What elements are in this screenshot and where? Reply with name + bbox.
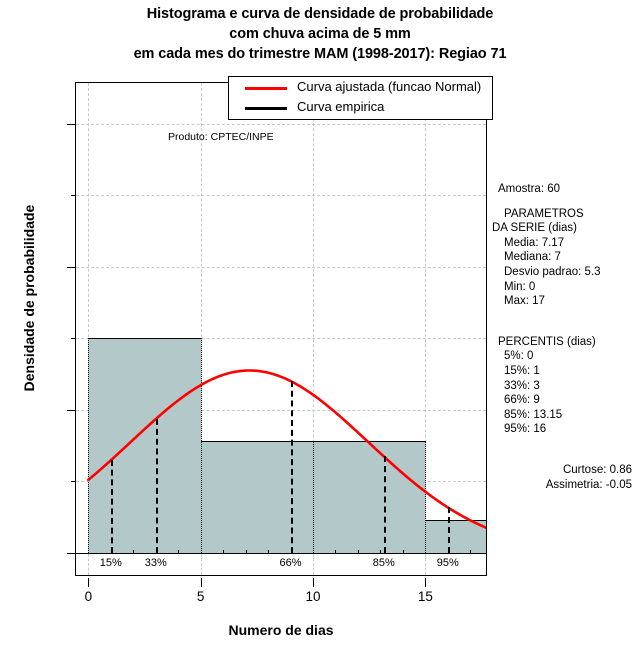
chart-title-line-2: com chuva acima de 5 mm — [229, 26, 411, 42]
percentile-strip-label: 95% — [436, 557, 459, 569]
legend-swatch-empirical — [245, 107, 287, 110]
y-axis-title: Densidade de probabilidade — [21, 204, 37, 392]
chart-title-line-1: Histograma e curva de densidade de proba… — [146, 6, 494, 22]
gridline-horizontal — [76, 409, 486, 411]
legend-swatch-fitted — [245, 87, 287, 90]
y-axis-tick — [67, 266, 76, 268]
legend-label-empirical: Curva empirica — [297, 99, 385, 114]
stat-amostra: Amostra: 60 — [498, 183, 560, 195]
legend-item-empirical: Curva empirica — [229, 98, 492, 118]
gridline-vertical — [88, 83, 90, 553]
x-axis-minor-tick — [268, 550, 270, 555]
x-axis-tick — [200, 578, 202, 587]
stat-parametros-header-2: DA SERIE (dias) — [492, 222, 577, 235]
histogram-bar-edge — [313, 440, 314, 553]
histogram-bar-edge — [425, 440, 427, 553]
histogram-bar-edge — [425, 520, 427, 553]
stat-p95: 95%: 16 — [504, 423, 547, 436]
stat-percentis-header: PERCENTIS (dias) — [498, 335, 596, 348]
plot-inner — [76, 83, 486, 553]
gridline-horizontal — [76, 266, 486, 268]
y-axis-tick — [67, 553, 76, 554]
x-axis-tick — [313, 578, 314, 587]
y-axis-tick — [67, 409, 76, 411]
histogram-bar-edge — [200, 440, 202, 553]
x-axis-minor-tick — [223, 550, 225, 555]
stat-p33: 33%: 3 — [504, 379, 540, 392]
x-axis-minor-tick — [178, 550, 180, 555]
x-axis-minor-tick — [447, 550, 449, 555]
y-axis-tick — [67, 123, 76, 125]
x-axis-minor-tick — [110, 550, 112, 555]
percentile-marker-line — [447, 507, 450, 553]
stat-assimetria: Assimetria: -0.05 — [545, 478, 632, 491]
stat-p05: 5%: 0 — [504, 350, 534, 363]
y-axis-minor-tick — [71, 338, 76, 340]
x-axis-minor-tick — [290, 550, 292, 555]
y-axis-minor-tick — [71, 195, 76, 197]
x-axis-tick — [88, 578, 90, 587]
x-axis-tick-label: 5 — [196, 589, 205, 604]
stat-parametros-header-1: PARAMETROS — [504, 207, 584, 220]
stat-mediana: Mediana: 7 — [504, 251, 561, 264]
stat-p15: 15%: 1 — [504, 364, 540, 377]
percentile-strip-gridline — [313, 554, 314, 575]
x-axis-minor-tick — [402, 550, 404, 555]
x-axis-minor-tick — [470, 550, 472, 555]
x-axis-minor-tick — [380, 550, 382, 555]
percentile-strip-label: 66% — [279, 557, 302, 569]
x-axis-tick — [425, 578, 427, 587]
statistics-panel: Amostra: 60 PARAMETROS DA SERIE (dias) M… — [492, 182, 640, 492]
stat-desvio-padrao: Desvio padrao: 5.3 — [504, 265, 601, 278]
percentile-strip-gridline — [425, 554, 427, 575]
x-axis-minor-tick — [155, 550, 157, 555]
gridline-horizontal — [76, 123, 486, 125]
stat-p85: 85%: 13.15 — [504, 408, 563, 421]
x-axis-tick-label: 10 — [305, 589, 321, 604]
percentile-marker-line — [155, 419, 158, 553]
percentile-marker-line — [383, 456, 386, 553]
stat-min: Min: 0 — [504, 280, 536, 293]
chart-title-line-3: em cada mes do trimestre MAM (1998-2017)… — [133, 46, 507, 62]
legend-label-fitted: Curva ajustada (funcao Normal) — [297, 79, 482, 94]
percentile-strip: 15% 33% 66% 85% 95% — [75, 554, 487, 576]
histogram-bar — [425, 520, 486, 553]
percentile-strip-label: 33% — [144, 557, 167, 569]
legend-item-fitted: Curva ajustada (funcao Normal) — [229, 78, 492, 98]
gridline-vertical — [200, 83, 202, 553]
stat-curtose: Curtose: 0.86 — [562, 463, 632, 476]
x-axis-minor-tick — [357, 550, 359, 555]
x-axis-tick-label: 0 — [84, 589, 93, 604]
x-axis-tick-label: 15 — [417, 589, 433, 604]
percentile-marker-line — [110, 460, 113, 553]
percentile-strip-gridline — [200, 554, 202, 575]
gridline-vertical — [313, 83, 314, 553]
stat-max: Max: 17 — [504, 295, 545, 308]
percentile-strip-label: 15% — [99, 557, 122, 569]
stat-p66: 66%: 9 — [504, 394, 540, 407]
histogram-bar — [200, 440, 313, 553]
x-axis-minor-tick — [245, 550, 247, 555]
fitted-normal-curve — [87, 369, 486, 529]
histogram-bar — [88, 338, 201, 553]
gridline-horizontal — [76, 338, 486, 340]
percentile-marker-line — [290, 381, 293, 553]
stat-media: Media: 7.17 — [504, 236, 565, 249]
produto-note: Produto: CPTEC/INPE — [168, 131, 274, 143]
legend: Curva ajustada (funcao Normal) Curva emp… — [228, 76, 493, 120]
gridline-vertical — [425, 83, 427, 553]
y-axis-minor-tick — [71, 481, 76, 483]
gridline-horizontal — [76, 195, 486, 197]
percentile-strip-label: 85% — [372, 557, 395, 569]
x-axis-title: Numero de dias — [228, 622, 334, 638]
percentile-strip-gridline — [88, 554, 90, 575]
histogram-bar-edge — [88, 338, 90, 553]
histogram-bar — [313, 440, 426, 553]
x-axis-minor-tick — [335, 550, 337, 555]
x-axis-minor-tick — [133, 550, 135, 555]
